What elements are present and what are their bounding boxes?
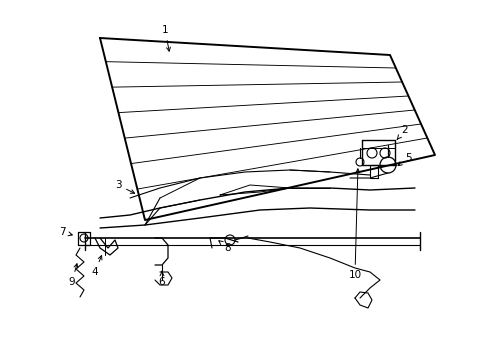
- Text: 9: 9: [68, 264, 78, 287]
- Text: 3: 3: [115, 180, 134, 193]
- Text: 8: 8: [219, 241, 231, 253]
- Text: 2: 2: [396, 125, 407, 139]
- Text: 10: 10: [348, 169, 361, 280]
- Text: 5: 5: [397, 153, 410, 166]
- Text: 1: 1: [162, 25, 170, 51]
- Text: 4: 4: [92, 256, 102, 277]
- Text: 7: 7: [59, 227, 72, 237]
- Text: 6: 6: [159, 271, 165, 287]
